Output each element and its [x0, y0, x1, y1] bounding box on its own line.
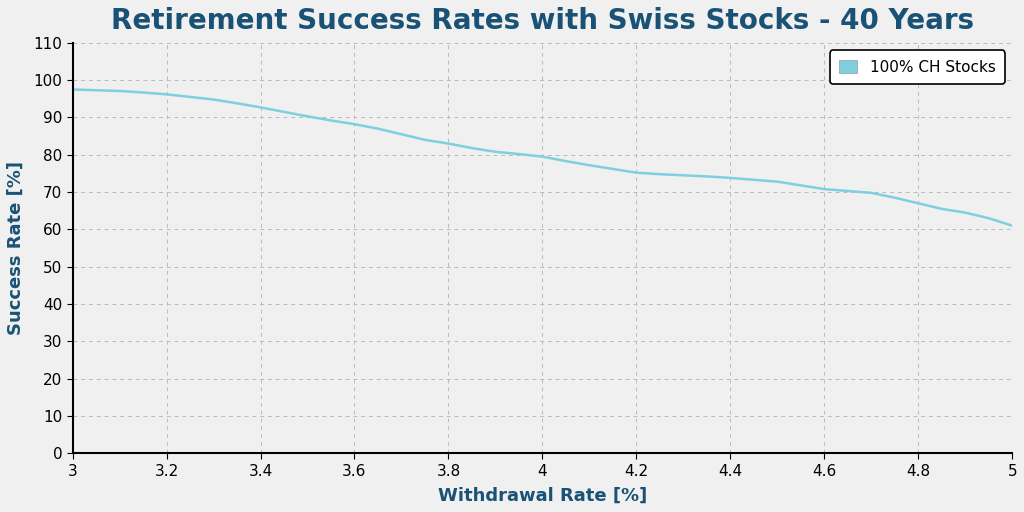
Legend: 100% CH Stocks: 100% CH Stocks — [829, 51, 1005, 84]
Title: Retirement Success Rates with Swiss Stocks - 40 Years: Retirement Success Rates with Swiss Stoc… — [111, 7, 974, 35]
X-axis label: Withdrawal Rate [%]: Withdrawal Rate [%] — [438, 487, 647, 505]
Y-axis label: Success Rate [%]: Success Rate [%] — [7, 161, 25, 335]
